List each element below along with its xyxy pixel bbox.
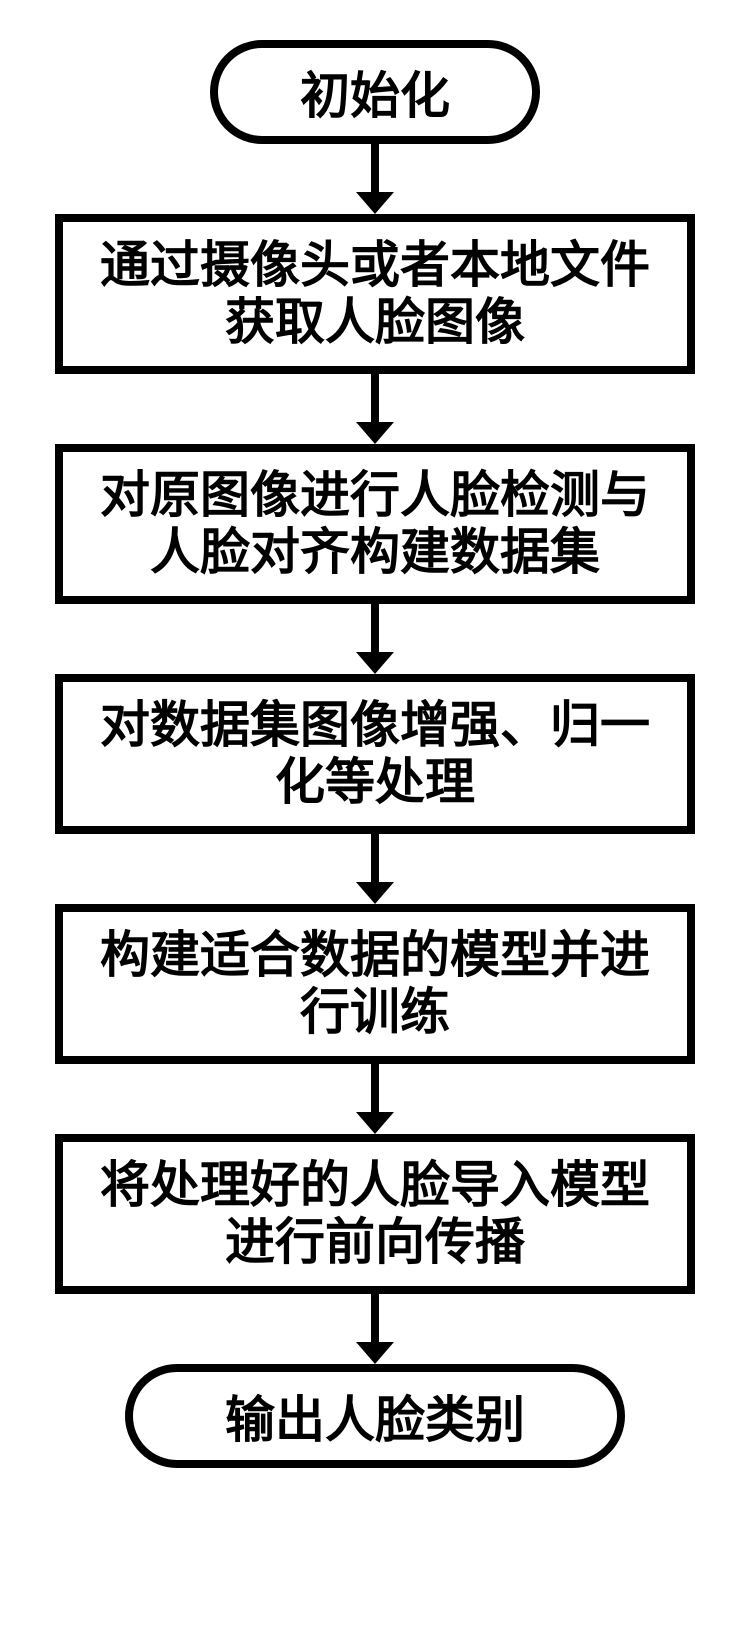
- process-step4: 构建适合数据的模型并进行训练: [55, 904, 695, 1064]
- terminal-start-label: 初始化: [300, 56, 450, 128]
- arrow-head-icon: [356, 882, 394, 904]
- arrow: [356, 1064, 394, 1134]
- arrow-head-icon: [356, 652, 394, 674]
- arrow-head-icon: [356, 422, 394, 444]
- arrow-line: [371, 1294, 379, 1342]
- process-step1: 通过摄像头或者本地文件获取人脸图像: [55, 214, 695, 374]
- arrow-line: [371, 1064, 379, 1112]
- arrow-head-icon: [356, 1112, 394, 1134]
- process-step2: 对原图像进行人脸检测与人脸对齐构建数据集: [55, 444, 695, 604]
- process-step4-label: 构建适合数据的模型并进行训练: [85, 927, 665, 1042]
- process-step5-label: 将处理好的人脸导入模型进行前向传播: [85, 1157, 665, 1272]
- flowchart-container: 初始化 通过摄像头或者本地文件获取人脸图像 对原图像进行人脸检测与人脸对齐构建数…: [55, 40, 695, 1468]
- arrow-line: [371, 834, 379, 882]
- arrow: [356, 144, 394, 214]
- process-step3: 对数据集图像增强、归一化等处理: [55, 674, 695, 834]
- arrow-line: [371, 374, 379, 422]
- arrow: [356, 834, 394, 904]
- arrow-head-icon: [356, 1342, 394, 1364]
- process-step2-label: 对原图像进行人脸检测与人脸对齐构建数据集: [85, 467, 665, 582]
- arrow: [356, 374, 394, 444]
- arrow-line: [371, 144, 379, 192]
- terminal-end: 输出人脸类别: [125, 1364, 625, 1468]
- arrow: [356, 1294, 394, 1364]
- terminal-end-label: 输出人脸类别: [225, 1380, 525, 1452]
- process-step3-label: 对数据集图像增强、归一化等处理: [85, 697, 665, 812]
- process-step1-label: 通过摄像头或者本地文件获取人脸图像: [85, 237, 665, 352]
- arrow-head-icon: [356, 192, 394, 214]
- arrow-line: [371, 604, 379, 652]
- terminal-start: 初始化: [210, 40, 540, 144]
- arrow: [356, 604, 394, 674]
- process-step5: 将处理好的人脸导入模型进行前向传播: [55, 1134, 695, 1294]
